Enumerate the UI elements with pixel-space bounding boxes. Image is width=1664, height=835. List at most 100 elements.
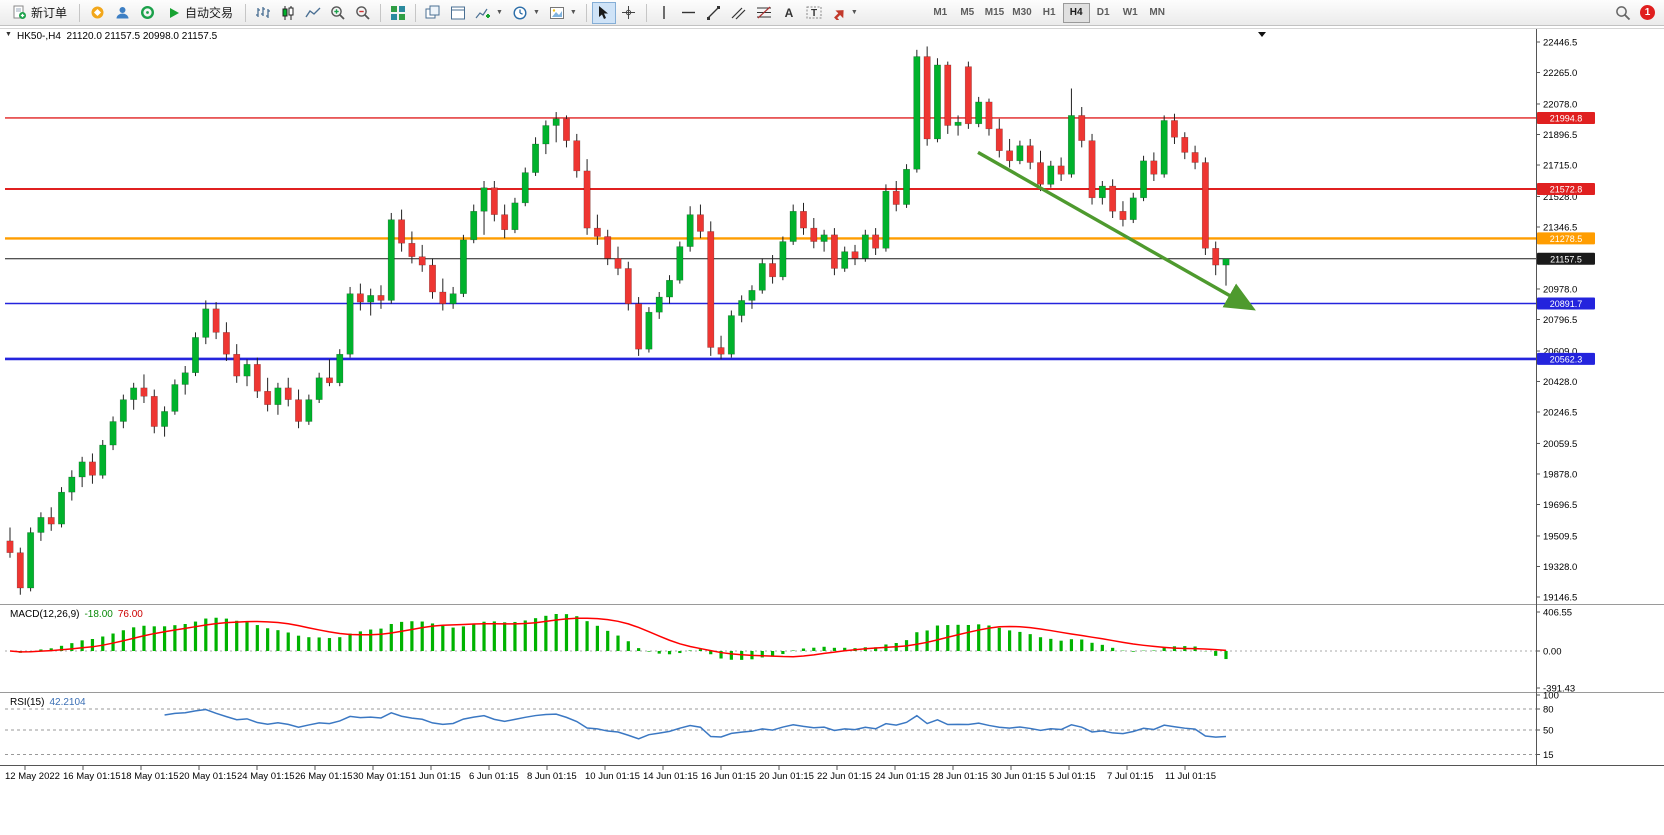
price-chart-canvas[interactable]: 22446.5 22265.0 22078.0 21896.5 21715.0 21528… bbox=[0, 26, 1664, 835]
svg-text:26 May 01:15: 26 May 01:15 bbox=[295, 771, 353, 782]
cascade-windows-button[interactable] bbox=[421, 2, 445, 24]
crosshair-icon bbox=[622, 6, 636, 19]
bar-chart-type-button[interactable] bbox=[251, 2, 275, 24]
separator bbox=[585, 3, 587, 22]
zoom-in-button[interactable] bbox=[326, 2, 350, 24]
svg-text:14 Jun 01:15: 14 Jun 01:15 bbox=[643, 771, 698, 782]
new-order-icon bbox=[13, 5, 26, 19]
svg-text:22078.0: 22078.0 bbox=[1543, 99, 1577, 110]
svg-text:21346.5: 21346.5 bbox=[1543, 223, 1577, 234]
line-chart-type-button[interactable] bbox=[301, 2, 325, 24]
templates-button[interactable]: ▼ bbox=[545, 2, 581, 24]
svg-text:20609.0: 20609.0 bbox=[1543, 347, 1577, 358]
dropdown-caret-icon: ▼ bbox=[532, 9, 540, 16]
timeframe-m15-button[interactable]: M15 bbox=[984, 7, 1005, 18]
svg-text:50: 50 bbox=[1543, 726, 1554, 737]
svg-text:21994.8: 21994.8 bbox=[1550, 113, 1583, 123]
timeframe-mn-button[interactable]: MN bbox=[1149, 7, 1165, 18]
mql5-market-button[interactable] bbox=[85, 2, 109, 24]
svg-text:15: 15 bbox=[1543, 750, 1554, 761]
svg-text:20796.5: 20796.5 bbox=[1543, 315, 1577, 326]
algo-trading-label: 自动交易 bbox=[185, 6, 234, 20]
svg-text:21572.8: 21572.8 bbox=[1550, 184, 1583, 194]
timeframe-h4-button[interactable]: H4 bbox=[1062, 2, 1090, 23]
svg-text:18 May 01:15: 18 May 01:15 bbox=[121, 771, 179, 782]
channel-icon bbox=[731, 7, 746, 20]
fibonacci-icon bbox=[756, 6, 771, 19]
template-icon bbox=[549, 6, 564, 19]
candles-icon bbox=[282, 5, 294, 20]
price-badge-20891.7: 20891.7 bbox=[1537, 297, 1595, 310]
new-order-button[interactable]: 新订单 bbox=[5, 2, 74, 24]
vertical-line-tool-button[interactable] bbox=[652, 2, 676, 24]
separator bbox=[245, 3, 247, 22]
chart-ohlc-header: HK50-,H4 21120.0 21157.5 20998.0 21157.5 bbox=[17, 31, 217, 42]
svg-text:7 Jul 01:15: 7 Jul 01:15 bbox=[1107, 771, 1153, 782]
arrow-shape-icon bbox=[833, 10, 844, 20]
indicators-button[interactable]: ▼ bbox=[471, 2, 507, 24]
quick-trade-toggle-icon[interactable]: ▼ bbox=[5, 31, 12, 38]
svg-text:5 Jul 01:15: 5 Jul 01:15 bbox=[1049, 771, 1095, 782]
svg-text:21715.0: 21715.0 bbox=[1543, 161, 1577, 172]
trend-arrow[interactable] bbox=[977, 150, 1256, 311]
fibonacci-tool-button[interactable] bbox=[752, 2, 776, 24]
zoom-out-button[interactable] bbox=[351, 2, 375, 24]
svg-text:T: T bbox=[811, 8, 817, 19]
text-icon: A bbox=[785, 6, 794, 20]
separator bbox=[380, 3, 382, 22]
separator bbox=[415, 3, 417, 22]
horizontal-level-lines[interactable] bbox=[5, 117, 1536, 361]
svg-text:19146.5: 19146.5 bbox=[1543, 593, 1577, 604]
rsi-value: 42.2104 bbox=[49, 697, 86, 708]
horizontal-line-icon bbox=[682, 11, 696, 14]
arrange-icon bbox=[451, 6, 466, 19]
svg-text:1 Jun 01:15: 1 Jun 01:15 bbox=[411, 771, 461, 782]
price-badge-21994.8: 21994.8 bbox=[1537, 111, 1595, 124]
community-button[interactable] bbox=[110, 2, 134, 24]
search-icon[interactable] bbox=[1615, 5, 1631, 21]
rsi-label: RSI(15) 42.2104 bbox=[10, 697, 86, 708]
timeframe-m1-button[interactable]: M1 bbox=[933, 7, 948, 18]
macd-label: MACD(12,26,9) -18.00 76.00 bbox=[10, 609, 143, 620]
svg-text:20891.7: 20891.7 bbox=[1550, 299, 1583, 309]
label-icon: T bbox=[806, 6, 822, 19]
globe-icon bbox=[140, 5, 154, 20]
timeframe-group: M1 M5 M15 M30 H1 H4 D1 W1 MN bbox=[927, 2, 1171, 23]
candlesticks[interactable] bbox=[6, 46, 1230, 595]
channel-tool-button[interactable] bbox=[727, 2, 751, 24]
timeframe-menu-button[interactable]: ▼ bbox=[508, 2, 544, 24]
svg-text:10 Jun 01:15: 10 Jun 01:15 bbox=[585, 771, 640, 782]
timeframe-m5-button[interactable]: M5 bbox=[960, 7, 975, 18]
svg-text:20059.5: 20059.5 bbox=[1543, 439, 1577, 450]
label-tool-button[interactable]: T bbox=[802, 2, 826, 24]
svg-text:21528.0: 21528.0 bbox=[1543, 192, 1577, 203]
candlestick-type-button[interactable] bbox=[276, 2, 300, 24]
text-tool-button[interactable]: A bbox=[777, 2, 801, 24]
macd-signal-line bbox=[9, 617, 1227, 658]
crosshair-tool-button[interactable] bbox=[617, 2, 641, 24]
vertical-line-icon bbox=[663, 6, 665, 19]
arrange-windows-button[interactable] bbox=[446, 2, 470, 24]
timeframe-w1-button[interactable]: W1 bbox=[1122, 7, 1138, 18]
timeframe-d1-button[interactable]: D1 bbox=[1096, 7, 1110, 18]
web-button[interactable] bbox=[135, 2, 159, 24]
price-badge-21572.8: 21572.8 bbox=[1537, 182, 1595, 195]
chart-shift-marker[interactable] bbox=[1258, 32, 1266, 37]
notification-badge[interactable]: 1 bbox=[1640, 5, 1655, 20]
zoom-in-icon bbox=[331, 5, 345, 20]
price-badge-20562.3: 20562.3 bbox=[1537, 352, 1595, 365]
svg-text:19696.5: 19696.5 bbox=[1543, 500, 1577, 511]
shapes-tool-button[interactable]: ▼ bbox=[827, 2, 862, 24]
zoom-out-icon bbox=[356, 5, 370, 20]
svg-text:20 May 01:15: 20 May 01:15 bbox=[179, 771, 237, 782]
trendline-tool-button[interactable] bbox=[702, 2, 726, 24]
horizontal-line-tool-button[interactable] bbox=[677, 2, 701, 24]
svg-text:406.55: 406.55 bbox=[1543, 608, 1572, 619]
timeframe-m30-button[interactable]: M30 bbox=[1012, 7, 1032, 18]
price-badge-21157.5: 21157.5 bbox=[1537, 252, 1595, 265]
macd-signal-value: 76.00 bbox=[117, 609, 143, 620]
timeframe-h1-button[interactable]: H1 bbox=[1042, 7, 1056, 18]
tile-windows-button[interactable] bbox=[386, 2, 410, 24]
cursor-tool-button[interactable] bbox=[591, 1, 616, 24]
algo-trading-button[interactable]: 自动交易 bbox=[160, 2, 240, 24]
